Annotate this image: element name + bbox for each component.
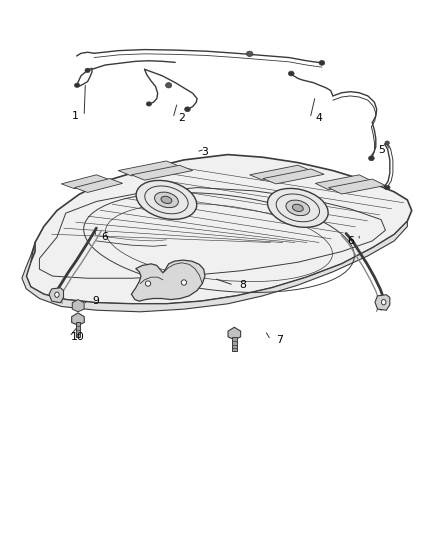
Ellipse shape [289, 71, 294, 76]
Polygon shape [263, 169, 324, 184]
Polygon shape [74, 179, 123, 192]
Ellipse shape [319, 60, 325, 66]
Polygon shape [49, 288, 64, 303]
Polygon shape [232, 337, 237, 351]
Ellipse shape [368, 156, 374, 161]
Text: 3: 3 [201, 147, 208, 157]
Text: 1: 1 [72, 111, 79, 121]
Ellipse shape [293, 204, 303, 212]
Ellipse shape [246, 51, 253, 56]
Ellipse shape [286, 200, 310, 216]
Polygon shape [328, 179, 385, 194]
Text: 6: 6 [347, 236, 354, 246]
Text: 9: 9 [92, 296, 99, 306]
Polygon shape [72, 313, 84, 325]
Ellipse shape [161, 196, 172, 204]
Ellipse shape [184, 107, 190, 112]
Ellipse shape [55, 292, 59, 297]
Text: 4: 4 [315, 114, 322, 123]
Polygon shape [118, 161, 180, 176]
Ellipse shape [166, 83, 172, 88]
Ellipse shape [145, 281, 151, 286]
Ellipse shape [146, 102, 152, 106]
Polygon shape [61, 175, 110, 189]
Ellipse shape [136, 180, 197, 220]
Text: 2: 2 [178, 114, 185, 123]
Text: 7: 7 [276, 335, 283, 345]
Polygon shape [76, 322, 80, 337]
Text: 8: 8 [239, 280, 246, 290]
Text: 10: 10 [71, 332, 85, 342]
Ellipse shape [385, 141, 389, 144]
Polygon shape [250, 165, 311, 180]
Polygon shape [131, 260, 205, 301]
Polygon shape [375, 295, 390, 310]
Text: 6: 6 [102, 232, 109, 242]
Ellipse shape [85, 68, 90, 72]
Ellipse shape [181, 280, 187, 285]
Polygon shape [72, 300, 84, 312]
Polygon shape [22, 221, 407, 312]
Ellipse shape [268, 188, 328, 228]
Polygon shape [26, 155, 412, 304]
Ellipse shape [385, 185, 390, 190]
Ellipse shape [155, 192, 178, 208]
Ellipse shape [74, 83, 80, 87]
Polygon shape [228, 327, 240, 340]
Polygon shape [315, 175, 372, 190]
Text: 5: 5 [378, 146, 385, 155]
Ellipse shape [381, 300, 386, 305]
Polygon shape [131, 165, 193, 180]
